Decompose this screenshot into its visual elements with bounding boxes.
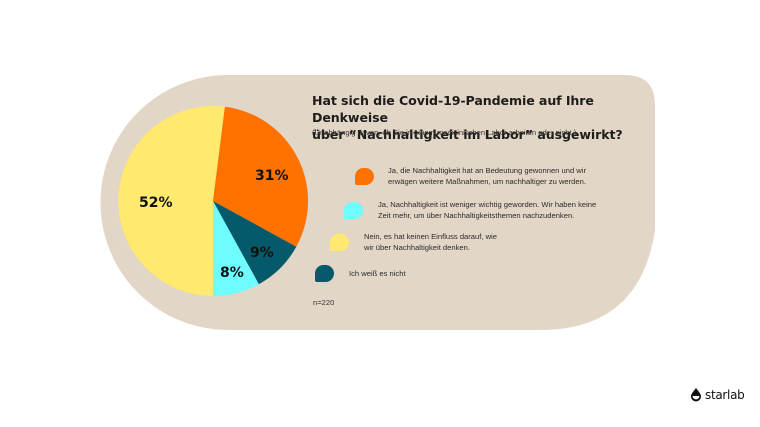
legend-label: erwägen weitere Maßnahmen, um nachhaltig… xyxy=(388,177,586,186)
legend-swatch-yellow xyxy=(330,233,349,251)
chart-title-line-1: Hat sich die Covid-19-Pandemie auf Ihre … xyxy=(312,93,594,125)
legend-label: Ja, Nachhaltigkeit ist weniger wichtig g… xyxy=(378,200,597,209)
legend-swatch-cyan xyxy=(344,201,363,219)
legend-label: Zeit mehr, um über Nachhaltigkeitsthemen… xyxy=(378,211,575,220)
legend-label: Ja, die Nachhaltigkeit hat an Bedeutung … xyxy=(388,166,586,175)
sample-size-label: n=220 xyxy=(313,298,335,307)
legend-item-dark-teal: Ich weiß es nicht xyxy=(315,265,406,282)
pie-label-cyan: 8% xyxy=(220,265,244,281)
legend-swatch-orange xyxy=(355,167,374,185)
legend-label: wir über Nachhaltigkeit denken. xyxy=(364,243,470,252)
legend-label: Nein, es hat keinen Einfluss darauf, wie xyxy=(364,232,497,241)
pie-slice-yellow[interactable] xyxy=(118,106,225,296)
logo-text: starlab xyxy=(705,387,745,402)
chart-title: Hat sich die Covid-19-Pandemie auf Ihre … xyxy=(312,92,657,143)
legend-label: Ich weiß es nicht xyxy=(349,269,406,278)
pie-slice-dark-teal[interactable] xyxy=(213,201,297,285)
legend-swatch-dark-teal xyxy=(315,265,334,282)
starlab-logo: starlab xyxy=(690,387,745,402)
legend-item-cyan: Ja, Nachhaltigkeit ist weniger wichtig g… xyxy=(344,199,596,221)
chart-subtitle: (Unabhängig davon, ob Sie in einem mediz… xyxy=(312,128,577,137)
pie-label-yellow: 52% xyxy=(139,195,173,211)
pie-slice-orange[interactable] xyxy=(213,106,309,247)
pie-slice-cyan[interactable] xyxy=(213,201,259,296)
legend-item-orange: Ja, die Nachhaltigkeit hat an Bedeutung … xyxy=(355,165,586,187)
chart-title-line-2: über “Nachhaltigkeit im Labor” ausgewirk… xyxy=(312,127,623,142)
droplet-icon xyxy=(691,388,701,402)
pie-label-orange: 31% xyxy=(255,168,289,184)
legend-item-yellow: Nein, es hat keinen Einfluss darauf, wie… xyxy=(330,231,497,253)
pie-label-dark-teal: 9% xyxy=(250,245,274,261)
